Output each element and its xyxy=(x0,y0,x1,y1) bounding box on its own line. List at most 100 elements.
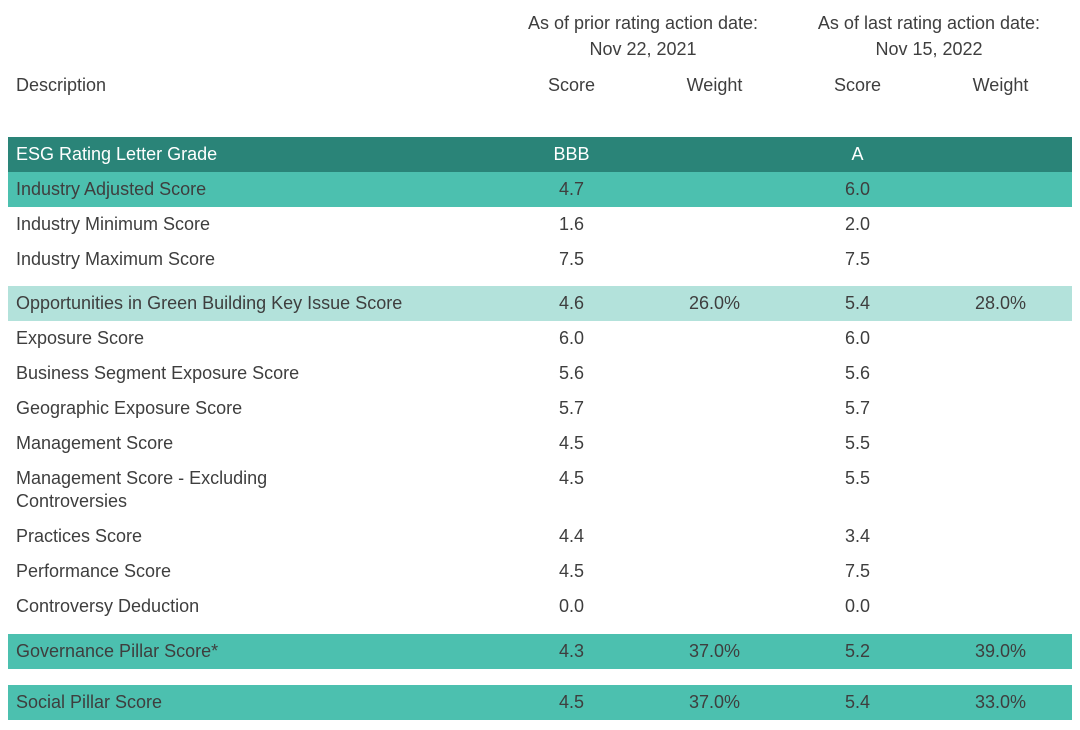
column-headers: Description Score Weight Score Weight xyxy=(8,74,1072,97)
weight-last xyxy=(929,461,1072,473)
weight-prior-column-header: Weight xyxy=(686,75,743,95)
score-last: 5.6 xyxy=(844,363,871,383)
table-row: Performance Score 4.5 7.5 xyxy=(8,554,1072,589)
score-prior: 4.3 xyxy=(558,641,585,661)
row-description: Industry Minimum Score xyxy=(16,214,211,234)
score-prior-column-header: Score xyxy=(547,75,596,95)
weight-last xyxy=(929,137,1072,149)
score-prior: 4.5 xyxy=(558,433,585,453)
table-body: ESG Rating Letter Grade BBB A Industry Adju… xyxy=(8,137,1072,720)
score-last: 7.5 xyxy=(844,249,871,269)
score-prior: 5.6 xyxy=(558,363,585,383)
table-row-group: Social Pillar Score 4.5 37.0% 5.4 33.0% xyxy=(8,685,1072,720)
table-row: Controversy Deduction 0.0 0.0 xyxy=(8,589,1072,624)
table-row: ESG Rating Letter Grade BBB A xyxy=(8,137,1072,172)
score-prior: 4.5 xyxy=(558,692,585,712)
score-prior: 6.0 xyxy=(558,328,585,348)
score-last: A xyxy=(851,144,864,164)
table-row: Business Segment Exposure Score 5.6 5.6 xyxy=(8,356,1072,391)
weight-last xyxy=(929,554,1072,566)
weight-prior: 26.0% xyxy=(688,293,741,313)
row-description: Geographic Exposure Score xyxy=(16,398,243,418)
score-prior: 5.7 xyxy=(558,398,585,418)
score-prior: 0.0 xyxy=(558,596,585,616)
last-rating-date-header: As of last rating action date: Nov 15, 2… xyxy=(786,10,1072,62)
score-last: 5.4 xyxy=(844,692,871,712)
weight-last xyxy=(929,172,1072,184)
weight-last-column-header: Weight xyxy=(972,75,1029,95)
score-last: 7.5 xyxy=(844,561,871,581)
score-prior: 1.6 xyxy=(558,214,585,234)
weight-last xyxy=(929,391,1072,403)
row-description: Industry Adjusted Score xyxy=(16,179,207,199)
table-row: Geographic Exposure Score 5.7 5.7 xyxy=(8,391,1072,426)
score-last-column-header: Score xyxy=(833,75,882,95)
weight-last xyxy=(929,426,1072,438)
row-description: ESG Rating Letter Grade xyxy=(16,144,218,164)
score-prior: 4.5 xyxy=(558,561,585,581)
score-last: 3.4 xyxy=(844,526,871,546)
weight-last xyxy=(929,589,1072,601)
weight-last xyxy=(929,207,1072,219)
weight-prior: 37.0% xyxy=(688,692,741,712)
score-last: 5.5 xyxy=(844,433,871,453)
score-prior: 4.7 xyxy=(558,179,585,199)
prior-rating-date-line2: Nov 22, 2021 xyxy=(589,39,697,59)
row-description: Governance Pillar Score* xyxy=(16,641,219,661)
rating-date-headers: As of prior rating action date: Nov 22, … xyxy=(8,10,1072,62)
description-column-header: Description xyxy=(16,75,107,95)
row-description: Business Segment Exposure Score xyxy=(16,363,300,383)
table-row: Governance Pillar Score* 4.3 37.0% 5.2 39.0% xyxy=(8,634,1072,669)
weight-prior xyxy=(643,554,786,566)
row-description: Performance Score xyxy=(16,561,172,581)
row-description: Industry Maximum Score xyxy=(16,249,216,269)
weight-prior xyxy=(643,426,786,438)
weight-prior xyxy=(643,519,786,531)
table-row-group: Governance Pillar Score* 4.3 37.0% 5.2 39.0% xyxy=(8,634,1072,669)
row-description: Controversy Deduction xyxy=(16,596,200,616)
weight-prior xyxy=(643,172,786,184)
score-prior: 4.6 xyxy=(558,293,585,313)
row-description: Management Score - Excluding Controversi… xyxy=(16,468,268,511)
weight-last xyxy=(929,321,1072,333)
weight-prior xyxy=(643,461,786,473)
table-row: Practices Score 4.4 3.4 xyxy=(8,519,1072,554)
row-description: Management Score xyxy=(16,433,174,453)
last-rating-date-line1: As of last rating action date: xyxy=(817,13,1041,33)
weight-last: 33.0% xyxy=(974,692,1027,712)
weight-last: 39.0% xyxy=(974,641,1027,661)
weight-prior xyxy=(643,242,786,254)
table-row: Industry Adjusted Score 4.7 6.0 xyxy=(8,172,1072,207)
table-row: Management Score 4.5 5.5 xyxy=(8,426,1072,461)
score-last: 5.4 xyxy=(844,293,871,313)
prior-rating-date-line1: As of prior rating action date: xyxy=(527,13,759,33)
weight-last xyxy=(929,242,1072,254)
weight-prior: 37.0% xyxy=(688,641,741,661)
score-prior: 4.5 xyxy=(558,468,585,488)
row-description: Exposure Score xyxy=(16,328,145,348)
score-last: 0.0 xyxy=(844,596,871,616)
weight-prior xyxy=(643,137,786,149)
score-last: 5.2 xyxy=(844,641,871,661)
weight-prior xyxy=(643,356,786,368)
weight-last: 28.0% xyxy=(974,293,1027,313)
table-row: Industry Minimum Score 1.6 2.0 xyxy=(8,207,1072,242)
weight-prior xyxy=(643,391,786,403)
row-description: Social Pillar Score xyxy=(16,692,163,712)
score-last: 2.0 xyxy=(844,214,871,234)
score-last: 6.0 xyxy=(844,328,871,348)
row-description: Practices Score xyxy=(16,526,143,546)
weight-prior xyxy=(643,207,786,219)
table-row: Exposure Score 6.0 6.0 xyxy=(8,321,1072,356)
table-row: Social Pillar Score 4.5 37.0% 5.4 33.0% xyxy=(8,685,1072,720)
prior-rating-date-header: As of prior rating action date: Nov 22, … xyxy=(500,10,786,62)
weight-prior xyxy=(643,321,786,333)
weight-prior xyxy=(643,589,786,601)
score-last: 5.7 xyxy=(844,398,871,418)
table-row-group: ESG Rating Letter Grade BBB A Industry Adju… xyxy=(8,137,1072,277)
weight-last xyxy=(929,519,1072,531)
table-row-group: Opportunities in Green Building Key Issu… xyxy=(8,286,1072,624)
score-prior: 7.5 xyxy=(558,249,585,269)
score-last: 6.0 xyxy=(844,179,871,199)
